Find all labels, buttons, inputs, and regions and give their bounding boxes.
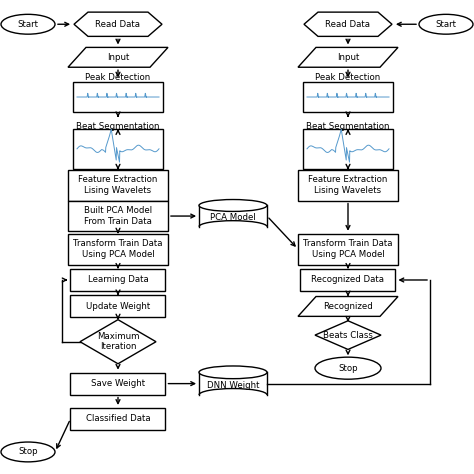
Bar <box>199 205 267 227</box>
Polygon shape <box>298 297 398 316</box>
FancyBboxPatch shape <box>73 82 163 112</box>
Text: Feature Extraction
Lising Wavelets: Feature Extraction Lising Wavelets <box>78 175 158 195</box>
Ellipse shape <box>315 357 381 379</box>
Ellipse shape <box>1 14 55 34</box>
FancyBboxPatch shape <box>68 234 168 264</box>
Ellipse shape <box>199 366 267 379</box>
Text: Recognized Data: Recognized Data <box>311 275 384 284</box>
FancyBboxPatch shape <box>71 295 165 318</box>
FancyBboxPatch shape <box>298 170 398 201</box>
Ellipse shape <box>199 200 267 211</box>
Text: Beat Segmentation: Beat Segmentation <box>76 122 160 131</box>
Text: Feature Extraction
Lising Wavelets: Feature Extraction Lising Wavelets <box>308 175 388 195</box>
Polygon shape <box>298 47 398 67</box>
FancyBboxPatch shape <box>68 170 168 201</box>
Text: Classified Data: Classified Data <box>86 414 150 423</box>
Text: Update Weight: Update Weight <box>86 302 150 311</box>
Ellipse shape <box>419 14 473 34</box>
Text: Input: Input <box>337 53 359 62</box>
Text: Read Data: Read Data <box>95 20 140 29</box>
Text: Maximum
Iteration: Maximum Iteration <box>97 332 139 351</box>
Text: DNN Weight: DNN Weight <box>207 381 259 390</box>
Polygon shape <box>74 12 162 36</box>
Polygon shape <box>68 47 168 67</box>
Text: Read Data: Read Data <box>326 20 371 29</box>
Text: Save Weight: Save Weight <box>91 379 145 388</box>
Text: Built PCA Model
From Train Data: Built PCA Model From Train Data <box>84 206 152 226</box>
FancyBboxPatch shape <box>68 201 168 231</box>
FancyBboxPatch shape <box>71 408 165 430</box>
Text: Transform Train Data
Using PCA Model: Transform Train Data Using PCA Model <box>73 239 163 259</box>
Text: Beats Class: Beats Class <box>323 330 373 339</box>
Text: Input: Input <box>107 53 129 62</box>
Text: Learning Data: Learning Data <box>88 275 148 284</box>
Text: Beat Segmentation: Beat Segmentation <box>306 122 390 131</box>
Text: Start: Start <box>436 20 456 29</box>
FancyBboxPatch shape <box>298 234 398 264</box>
Text: Stop: Stop <box>338 364 358 373</box>
Text: Transform Train Data
Using PCA Model: Transform Train Data Using PCA Model <box>303 239 393 259</box>
Text: Start: Start <box>18 20 38 29</box>
FancyBboxPatch shape <box>301 269 395 291</box>
Ellipse shape <box>1 442 55 462</box>
Polygon shape <box>315 321 381 349</box>
Polygon shape <box>304 12 392 36</box>
Polygon shape <box>80 319 156 364</box>
FancyBboxPatch shape <box>303 82 393 112</box>
FancyBboxPatch shape <box>73 129 163 169</box>
Text: PCA Model: PCA Model <box>210 213 256 222</box>
Text: Peak Detection: Peak Detection <box>315 73 381 82</box>
Text: Recognized: Recognized <box>323 302 373 311</box>
Text: Peak Detection: Peak Detection <box>85 73 151 82</box>
FancyBboxPatch shape <box>71 373 165 395</box>
FancyBboxPatch shape <box>71 269 165 291</box>
Bar <box>199 372 267 395</box>
FancyBboxPatch shape <box>303 129 393 169</box>
Text: Stop: Stop <box>18 447 38 456</box>
